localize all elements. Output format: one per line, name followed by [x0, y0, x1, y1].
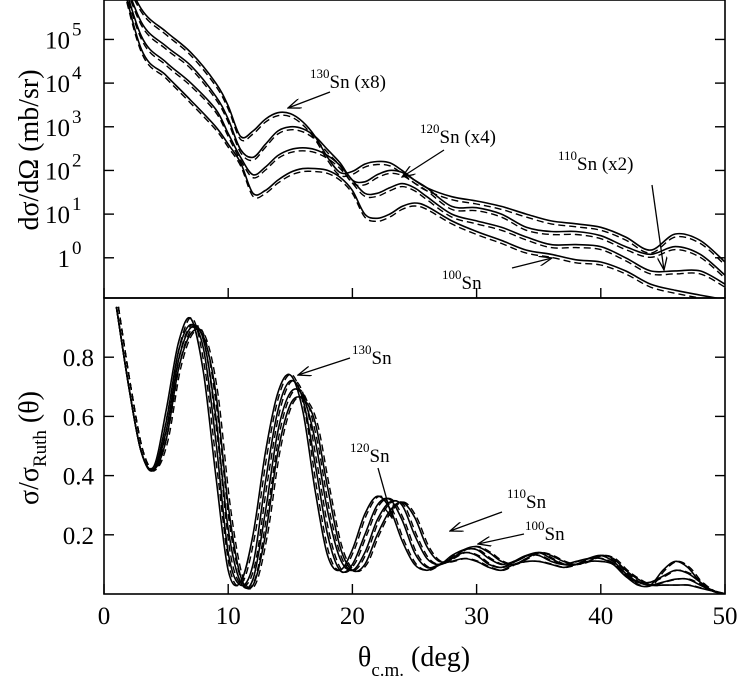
x-axis-label-main: θ — [358, 642, 371, 673]
top-ytick-label-2: 10 — [45, 158, 70, 185]
bottom-panel: 0.2 0.4 0.6 0.8 0 10 20 30 40 50 σ/σRuth (θ) θc.m… — [14, 297, 738, 681]
bottom-xtick-label-20: 20 — [340, 603, 365, 630]
annotation-bot-130-text: Sn — [372, 348, 393, 369]
annotation-bot-110: 110Sn — [507, 486, 547, 513]
annotation-top-120-text: Sn (x4) — [440, 127, 496, 148]
bottom-xtick-label-50: 50 — [713, 603, 738, 630]
bottom-xtick-label-40: 40 — [588, 603, 613, 630]
series-bot-120sn — [115, 306, 725, 594]
bottom-panel-ticks: 0.2 0.4 0.6 0.8 0 10 20 30 40 50 — [63, 345, 738, 630]
annotation-bot-110-text: Sn — [526, 492, 547, 513]
annotation-bot-130: 130Sn — [352, 342, 392, 369]
bottom-ytick-label-0.6: 0.6 — [63, 404, 94, 431]
arrow-bot-100 — [478, 533, 525, 544]
annotation-bot-120-iso: 120 — [350, 440, 370, 455]
bottom-ytick-label-0.4: 0.4 — [63, 464, 95, 491]
series-top-110sn-x2 — [128, 0, 725, 285]
annotation-bot-120-text: Sn — [370, 446, 391, 467]
arrow-top-130 — [288, 91, 331, 108]
series-bot-100sn — [115, 306, 725, 594]
series-bot-110sn — [115, 306, 725, 594]
bottom-annotations: 130Sn 120Sn 110Sn 100Sn — [298, 342, 565, 545]
arrow-top-120 — [402, 149, 445, 177]
top-ylabel: dσ/dΩ (mb/sr) — [14, 69, 45, 230]
top-ytick-label-3: 10 — [45, 115, 70, 142]
top-ytick-label-5: 10 — [45, 27, 70, 54]
top-ytick-label-1: 10 — [45, 202, 70, 229]
annotation-top-130-iso: 130 — [310, 66, 330, 81]
annotation-bot-130-iso: 130 — [352, 342, 372, 357]
x-axis-label-subscript: c.m. — [371, 660, 404, 681]
top-ytick-exponent-0: 0 — [72, 238, 82, 259]
top-panel-curves — [125, 0, 725, 298]
annotation-top-120-iso: 120 — [420, 121, 440, 136]
annotation-top-130: 130Sn (x8) — [310, 66, 386, 93]
top-ytick-exponent-5: 5 — [72, 19, 82, 40]
annotation-bot-100: 100Sn — [525, 518, 565, 545]
top-ytick-exponent-4: 4 — [72, 63, 82, 84]
bottom-ytick-label-0.8: 0.8 — [63, 345, 94, 372]
bottom-ytick-label-0.2: 0.2 — [63, 523, 94, 550]
bottom-ylabel-main: σ/σ — [14, 467, 45, 505]
bottom-ylabel-subscript: Ruth — [30, 430, 51, 467]
bottom-xtick-label-10: 10 — [216, 603, 241, 630]
annotation-top-100-text: Sn — [462, 273, 483, 294]
top-annotations: 130Sn (x8) 120Sn (x4) 110Sn (x2) 100Sn — [288, 66, 664, 294]
top-ytick-label-0: 1 — [58, 246, 71, 273]
top-ytick-exponent-3: 3 — [72, 107, 82, 128]
arrow-top-100 — [511, 258, 552, 269]
annotation-top-110-iso: 110 — [558, 148, 577, 163]
arrow-bot-130 — [298, 357, 351, 375]
series-top-130sn-x8 — [135, 0, 725, 263]
bottom-xtick-label-0: 0 — [98, 603, 111, 630]
series-top-110sn-x2-dashed — [127, 0, 725, 288]
arrow-top-110 — [651, 184, 664, 270]
annotation-top-100-iso: 100 — [442, 267, 462, 282]
x-axis-label: θc.m. (deg) — [358, 642, 470, 681]
x-axis-label-tail: (deg) — [404, 642, 470, 673]
annotation-bot-120: 120Sn — [350, 440, 390, 467]
top-panel-frame — [103, 0, 726, 299]
series-bot-100sn-dashed — [117, 306, 725, 594]
top-ytick-exponent-2: 2 — [72, 150, 82, 171]
annotation-top-110-text: Sn (x2) — [577, 154, 633, 175]
arrow-bot-110 — [450, 511, 503, 531]
top-ytick-label-4: 10 — [45, 71, 70, 98]
annotation-top-110: 110Sn (x2) — [558, 148, 634, 175]
bottom-ylabel: σ/σRuth (θ) — [14, 391, 51, 505]
annotation-top-120: 120Sn (x4) — [420, 121, 496, 148]
arrow-bot-120 — [377, 467, 392, 518]
series-top-100sn — [126, 0, 721, 298]
series-top-120sn-x4-dashed — [129, 0, 725, 279]
series-top-120sn-x4 — [130, 0, 725, 276]
annotation-top-130-text: Sn (x8) — [330, 72, 386, 93]
annotation-bot-110-iso: 110 — [507, 486, 526, 501]
bottom-panel-frame — [103, 297, 726, 595]
annotation-top-100: 100Sn — [442, 267, 482, 294]
bottom-xtick-label-30: 30 — [464, 603, 489, 630]
series-top-100sn-dashed — [125, 0, 704, 298]
annotation-bot-100-iso: 100 — [525, 518, 545, 533]
annotation-bot-100-text: Sn — [545, 524, 566, 545]
bottom-ylabel-tail: (θ) — [14, 391, 45, 430]
top-ytick-exponent-1: 1 — [72, 194, 82, 215]
bottom-panel-curves — [115, 306, 725, 594]
